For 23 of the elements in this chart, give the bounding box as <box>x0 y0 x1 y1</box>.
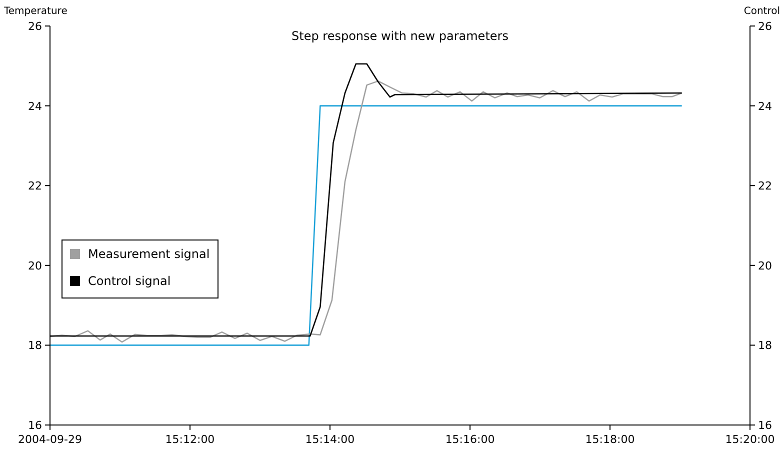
legend-label: Control signal <box>88 274 171 288</box>
y-tick-label: 16 <box>28 419 42 432</box>
chart-title: Step response with new parameters <box>292 29 508 43</box>
y-axis-title: Temperature <box>3 6 68 17</box>
x-tick-label: 15:18:00 <box>585 433 635 446</box>
y2-tick-label: 18 <box>758 339 772 352</box>
y-tick-label: 18 <box>28 339 42 352</box>
legend-label: Measurement signal <box>88 247 210 261</box>
x-tick-label: 15:20:00 <box>725 433 775 446</box>
y2-tick-label: 16 <box>758 419 772 432</box>
x-tick-label: 2004-09-29 <box>18 433 82 446</box>
y2-tick-label: 26 <box>758 20 772 33</box>
y2-tick-label: 20 <box>758 259 772 272</box>
y2-tick-label: 24 <box>758 100 772 113</box>
x-tick-label: 15:16:00 <box>445 433 495 446</box>
y2-axis-title: Control <box>744 6 780 17</box>
x-tick-label: 15:14:00 <box>305 433 355 446</box>
y2-tick-label: 22 <box>758 180 772 193</box>
x-tick-label: 15:12:00 <box>165 433 215 446</box>
y-tick-label: 20 <box>28 259 42 272</box>
y-tick-label: 26 <box>28 20 42 33</box>
y-tick-label: 24 <box>28 100 42 113</box>
y-tick-label: 22 <box>28 180 42 193</box>
